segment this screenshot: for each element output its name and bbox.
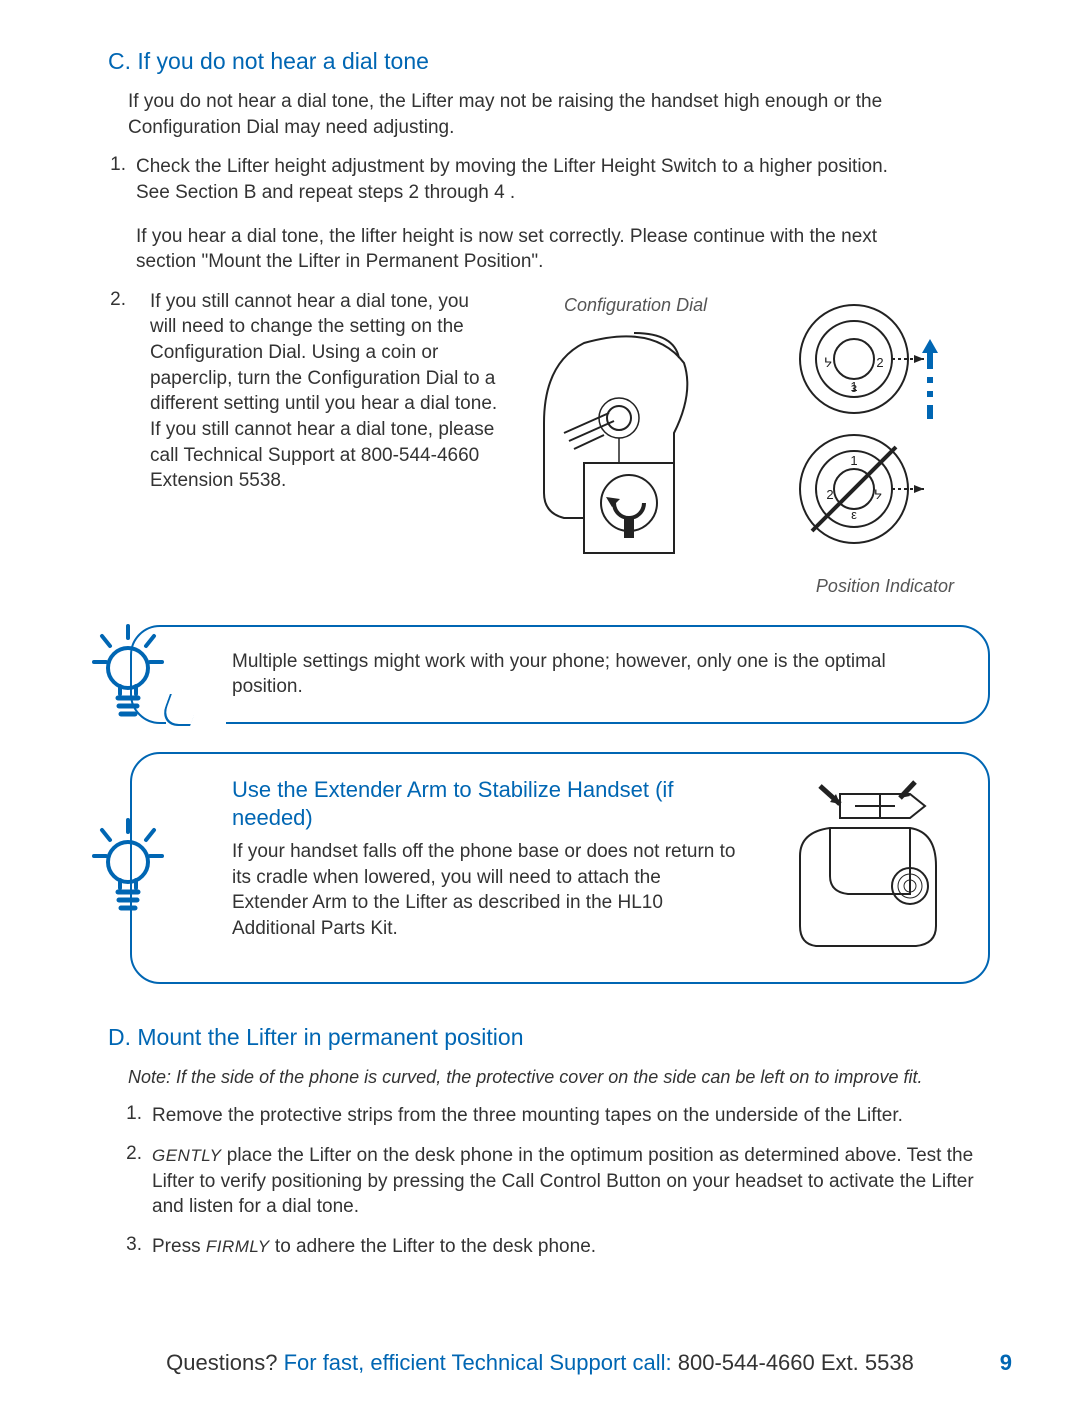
gently-word: GENTLY xyxy=(152,1146,221,1165)
tip1-text: Multiple settings might work with your p… xyxy=(232,649,932,700)
section-d: D. Mount the Lifter in permanent positio… xyxy=(90,1024,990,1260)
step-number: 1. xyxy=(104,154,126,275)
section-d-step1: Remove the protective strips from the th… xyxy=(152,1103,990,1129)
firmly-word: FIRMLY xyxy=(206,1237,270,1256)
section-c-intro: If you do not hear a dial tone, the Lift… xyxy=(128,89,898,140)
svg-text:2: 2 xyxy=(876,355,883,370)
footer-phone: 800-544-4660 Ext. 5538 xyxy=(678,1350,914,1375)
footer-questions: Questions? xyxy=(166,1350,283,1375)
svg-text:ᔭ: ᔭ xyxy=(874,487,882,502)
lifter-sketch-icon xyxy=(524,303,724,563)
tip-callout-1: Multiple settings might work with your p… xyxy=(130,625,990,724)
section-c-step1b: If you hear a dial tone, the lifter heig… xyxy=(136,224,896,275)
section-d-note: Note: If the side of the phone is curved… xyxy=(128,1065,990,1089)
extender-arm-diagram xyxy=(760,776,960,956)
step-number: 3. xyxy=(120,1234,142,1260)
svg-text:ᔭ: ᔭ xyxy=(824,355,832,370)
tip2-text: If your handset falls off the phone base… xyxy=(232,839,742,942)
svg-text:ε: ε xyxy=(851,507,857,522)
step-number: 2. xyxy=(120,1143,142,1220)
page-footer: Questions? For fast, efficient Technical… xyxy=(0,1350,1080,1376)
step-number: 2. xyxy=(104,289,126,311)
step3-pre: Press xyxy=(152,1236,206,1257)
section-c: C. If you do not hear a dial tone If you… xyxy=(90,48,990,589)
footer-line: For fast, efficient Technical Support ca… xyxy=(284,1350,678,1375)
configuration-dial-diagram: Configuration Dial xyxy=(524,289,944,589)
section-d-step2: GENTLY place the Lifter on the desk phon… xyxy=(152,1143,990,1220)
page-number: 9 xyxy=(1000,1350,1012,1376)
dial-positions-icon: ε 2 ᔭ 1 xyxy=(754,289,954,579)
section-c-heading: C. If you do not hear a dial tone xyxy=(108,48,990,75)
section-d-step3: Press FIRMLY to adhere the Lifter to the… xyxy=(152,1234,990,1260)
section-c-step2: If you still cannot hear a dial tone, yo… xyxy=(150,289,500,494)
position-indicator-label: Position Indicator xyxy=(816,576,954,597)
svg-text:1: 1 xyxy=(850,379,857,394)
section-d-step2-text: place the Lifter on the desk phone in th… xyxy=(152,1145,974,1217)
step3-post: to adhere the Lifter to the desk phone. xyxy=(270,1236,596,1257)
lightbulb-icon xyxy=(88,818,168,918)
lightbulb-icon xyxy=(88,624,168,724)
tip-callout-2: Use the Extender Arm to Stabilize Handse… xyxy=(130,752,990,984)
section-d-heading: D. Mount the Lifter in permanent positio… xyxy=(108,1024,990,1051)
section-c-step1: Check the Lifter height adjustment by mo… xyxy=(136,154,896,205)
tip2-heading: Use the Extender Arm to Stabilize Handse… xyxy=(232,776,742,831)
step-number: 1. xyxy=(120,1103,142,1129)
svg-text:2: 2 xyxy=(826,487,833,502)
svg-text:1: 1 xyxy=(850,453,857,468)
